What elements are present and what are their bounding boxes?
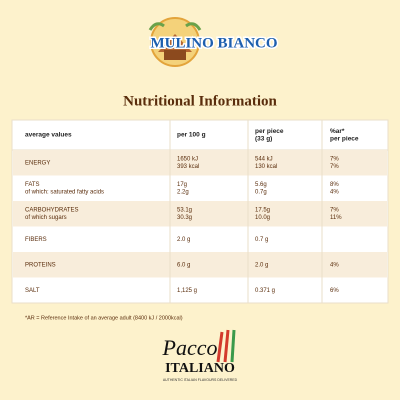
table-cell: 4% <box>330 262 339 268</box>
header-cell: %ar* <box>330 128 345 135</box>
table-cell: 10.0g <box>255 215 270 221</box>
table-cell: 4% <box>330 190 339 196</box>
table-cell: SALT <box>25 288 40 294</box>
table-cell: 544 kJ <box>255 157 273 163</box>
table-cell: 7% <box>330 157 339 163</box>
table-cell: 7% <box>330 208 339 214</box>
table-cell: 2.2g <box>177 190 189 196</box>
table-cell: 5.6g <box>255 182 267 188</box>
table-cell: 130 kcal <box>255 164 277 170</box>
header-cell: average values <box>25 132 72 139</box>
logo-utensils <box>216 329 230 363</box>
logo-mill-base <box>164 50 186 60</box>
header-cell: per piece <box>255 128 284 135</box>
logo-leaves <box>148 22 202 31</box>
header-cell: per piece <box>330 135 359 142</box>
table-cell: of which: saturated fatty acids <box>25 190 104 196</box>
table-cell: 0.7g <box>255 190 267 196</box>
table-cell: 1,125 g <box>177 288 197 294</box>
table-cell: 17g <box>177 182 187 188</box>
table-cell: FATS <box>25 182 40 188</box>
row-shade <box>13 252 387 278</box>
table-cell: 0.7 g <box>255 237 268 243</box>
page-title: Nutritional Information <box>123 93 277 109</box>
table-cell: 30.3g <box>177 215 192 221</box>
table-cell: 7% <box>330 164 339 170</box>
table-cell: 6.0 g <box>177 262 190 268</box>
table-cell: ENERGY <box>25 160 50 166</box>
brand-logo: MULINO BIANCO <box>148 17 279 67</box>
logo-mill <box>158 34 192 52</box>
row-shade <box>13 201 387 227</box>
table-cell: 0.371 g <box>255 288 275 294</box>
footer-tagline: AUTHENTIC ITALIAN FLAVOURS DELIVERED <box>163 378 238 382</box>
table-cell: of which sugars <box>25 215 67 221</box>
table-cell: 2.0 g <box>255 262 268 268</box>
table-cell: 8% <box>330 182 339 188</box>
table-cell: FIBERS <box>25 237 47 243</box>
table-cell: 393 kcal <box>177 164 199 170</box>
table-cell: 2.0 g <box>177 237 190 243</box>
footer-logo: Pacco ITALIANO AUTHENTIC ITALIAN FLAVOUR… <box>162 329 238 382</box>
footer-brand-script: Pacco <box>162 335 218 360</box>
table-cell: PROTEINS <box>25 262 56 268</box>
table-cell: 17.5g <box>255 208 270 214</box>
logo-utensil-green <box>230 329 236 363</box>
brand-name: MULINO BIANCO <box>150 35 277 51</box>
table-cell: 53.1g <box>177 208 192 214</box>
table-cell: 11% <box>330 215 342 221</box>
table-cell: 1650 kJ <box>177 157 198 163</box>
table-cell: CARBOHYDRATES <box>25 208 79 214</box>
footnote: *AR = Reference Intake of an average adu… <box>25 315 183 321</box>
row-shade <box>13 150 387 176</box>
table-cell: 6% <box>330 288 339 294</box>
header-cell: (33 g) <box>255 135 272 142</box>
footer-brand-word: ITALIANO <box>165 361 235 376</box>
header-cell: per 100 g <box>177 132 206 139</box>
